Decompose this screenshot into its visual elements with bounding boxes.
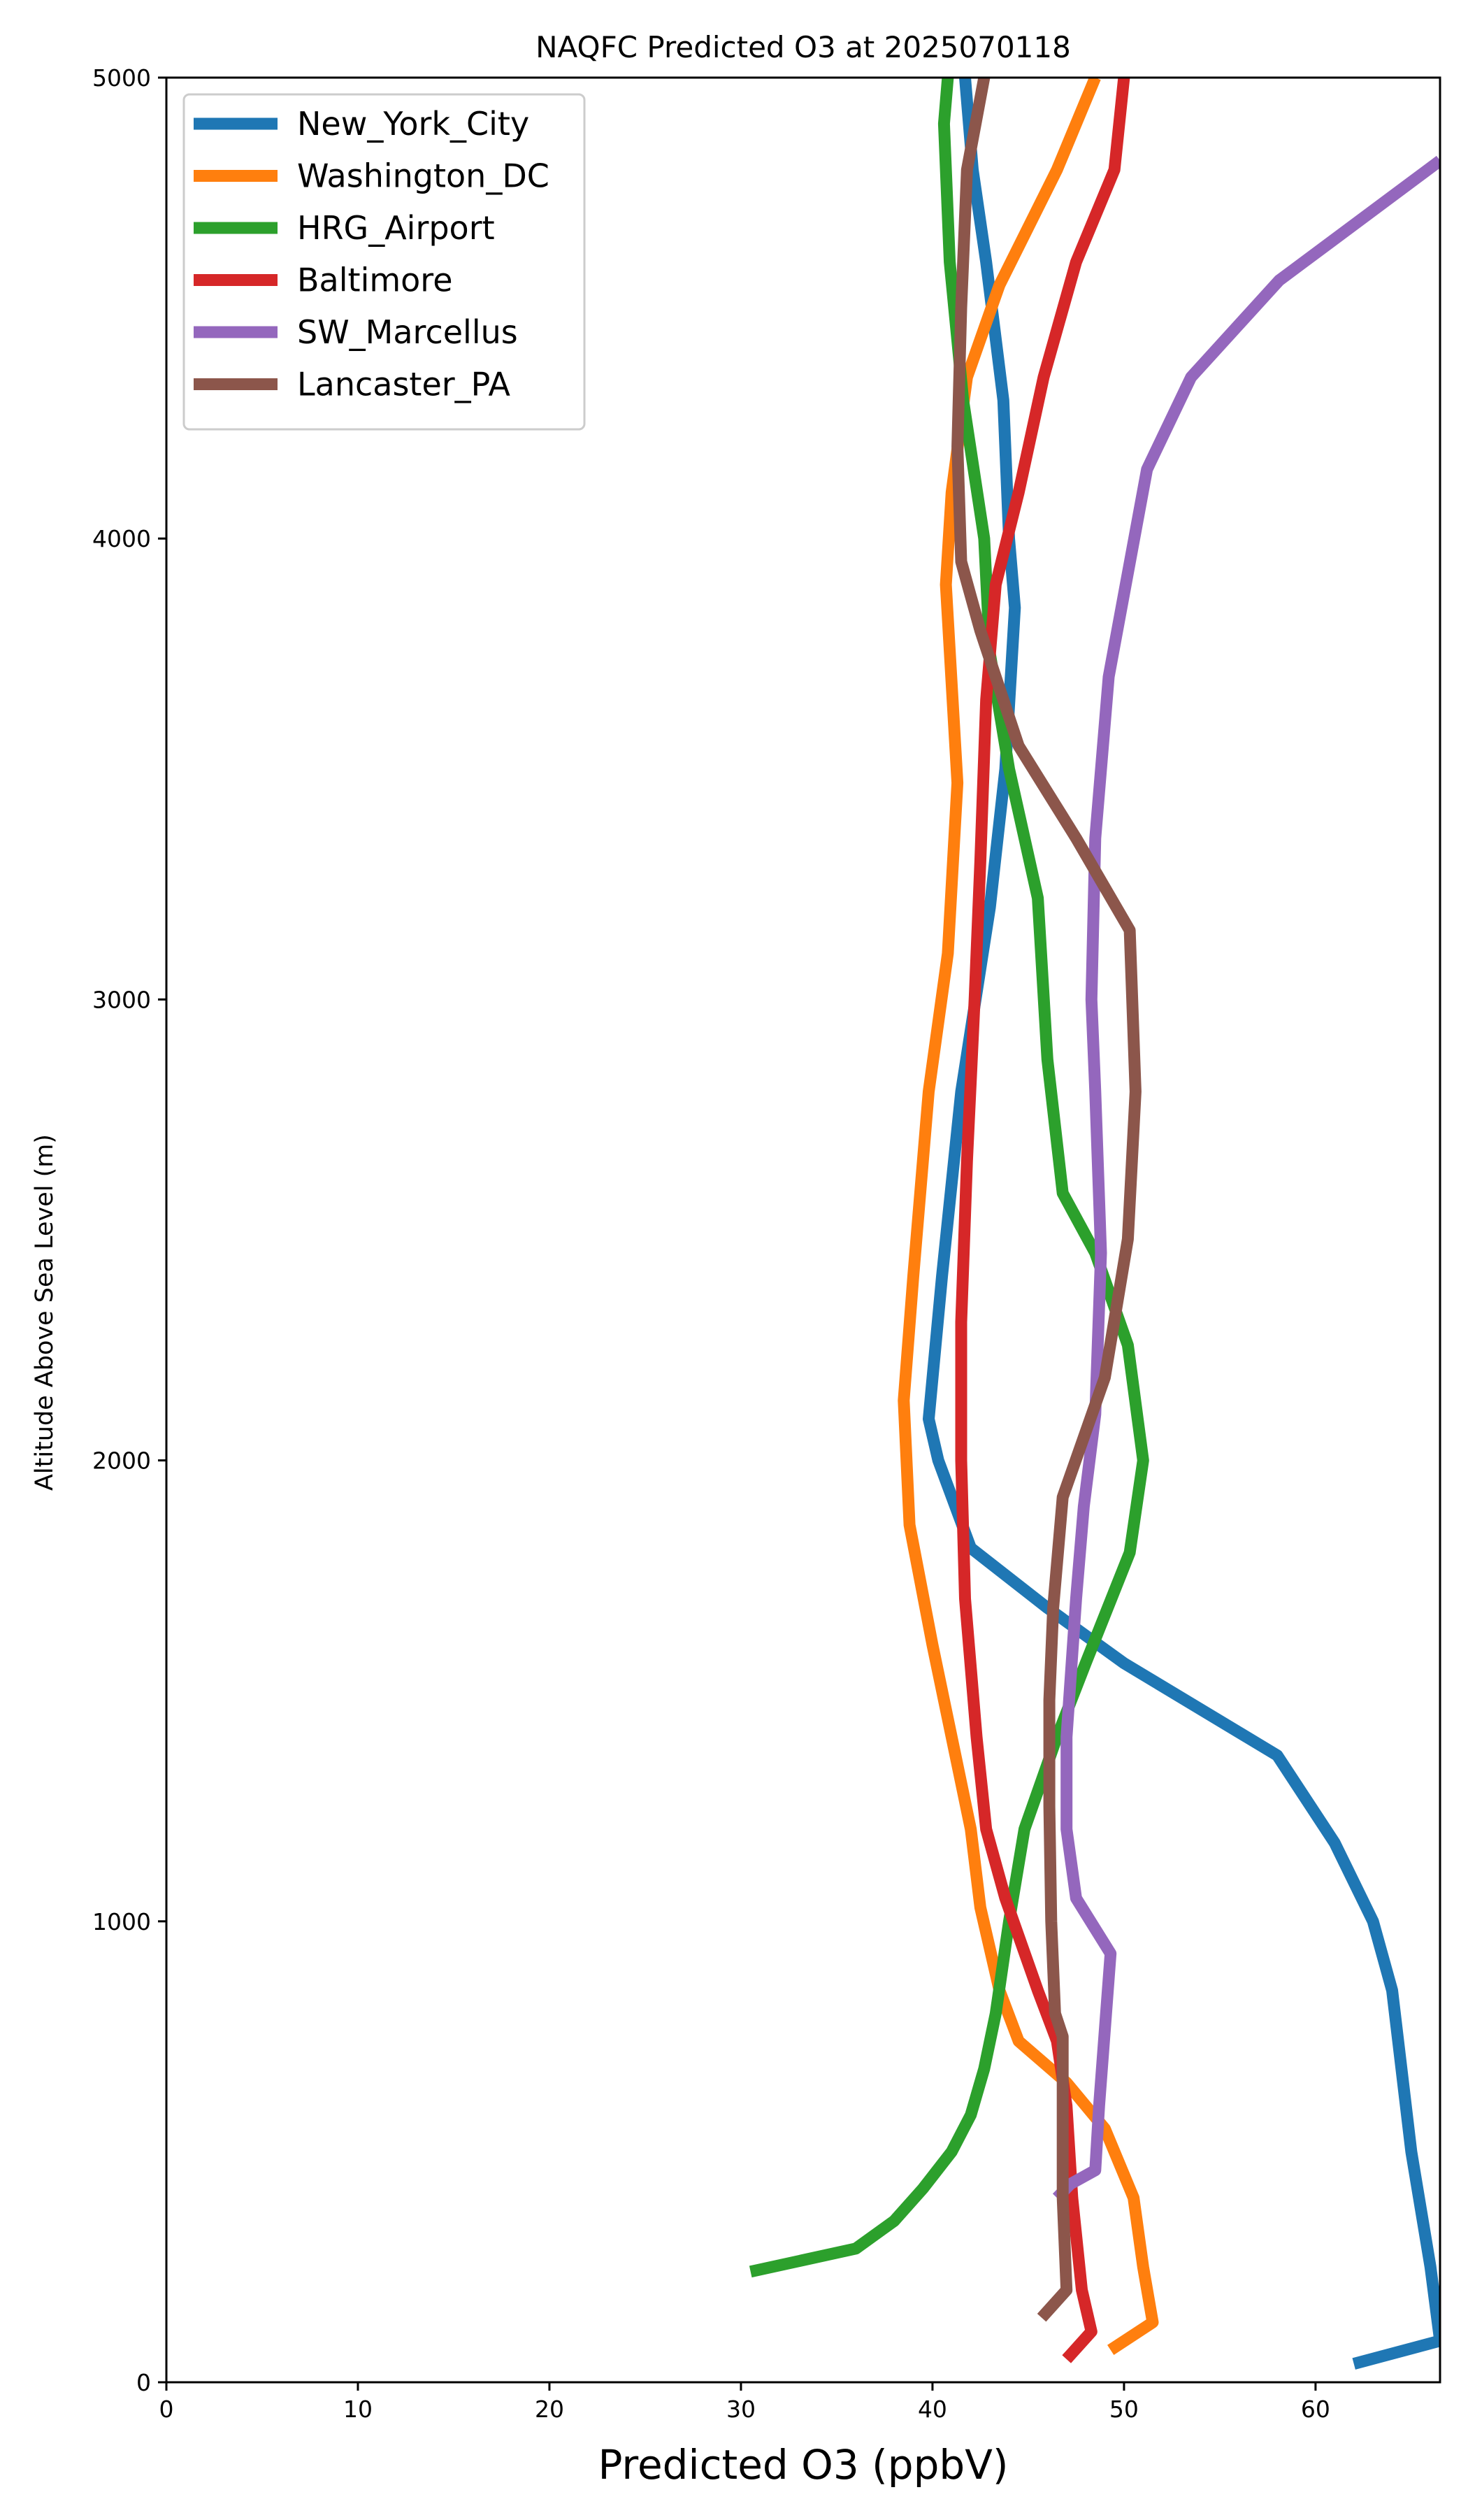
x-tick-label: 40 [918, 2396, 947, 2423]
legend: New_York_City Washington_DC HRG_Airport Bal… [182, 93, 586, 431]
y-tick-label: 1000 [92, 1908, 151, 1935]
legend-box [182, 93, 586, 431]
series-line-hrg-airport [749, 78, 1149, 2278]
legend-label: New_York_City [297, 105, 529, 143]
x-tick-label: 10 [343, 2396, 373, 2423]
legend-label: Lancaster_PA [297, 366, 510, 403]
legend-label: SW_Marcellus [297, 313, 518, 351]
plot-area [749, 78, 1440, 2370]
legend-label: Baltimore [297, 262, 453, 299]
x-tick-label: 30 [726, 2396, 756, 2423]
series-line-lancaster-pa [951, 78, 1142, 2322]
chart-title: NAQFC Predicted O3 at 2025070118 [535, 30, 1071, 64]
x-tick-label: 50 [1109, 2396, 1139, 2423]
y-tick-label: 3000 [92, 986, 151, 1013]
legend-label: Washington_DC [297, 157, 549, 195]
y-tick-label: 2000 [92, 1447, 151, 1475]
axis-ticks: 0 10 20 30 40 50 60 0 1000 2000 3000 4000 5000 [92, 64, 1330, 2423]
series-line-sw-marcellus [1052, 155, 1440, 2203]
x-tick-label: 60 [1301, 2396, 1330, 2423]
plot-frame [165, 76, 1441, 2384]
x-tick-label: 0 [159, 2396, 174, 2423]
series-lines [749, 78, 1440, 2370]
y-axis-label: Altitude Above Sea Level (m) [31, 1134, 59, 1491]
x-tick-label: 20 [535, 2396, 564, 2423]
y-tick-label: 4000 [92, 525, 151, 552]
legend-label: HRG_Airport [297, 209, 495, 247]
series-line-new-york-city [923, 78, 1440, 2370]
x-axis-label: Predicted O3 (ppbV) [598, 2441, 1008, 2489]
y-tick-label: 5000 [92, 64, 151, 92]
y-tick-label: 0 [136, 2369, 151, 2396]
